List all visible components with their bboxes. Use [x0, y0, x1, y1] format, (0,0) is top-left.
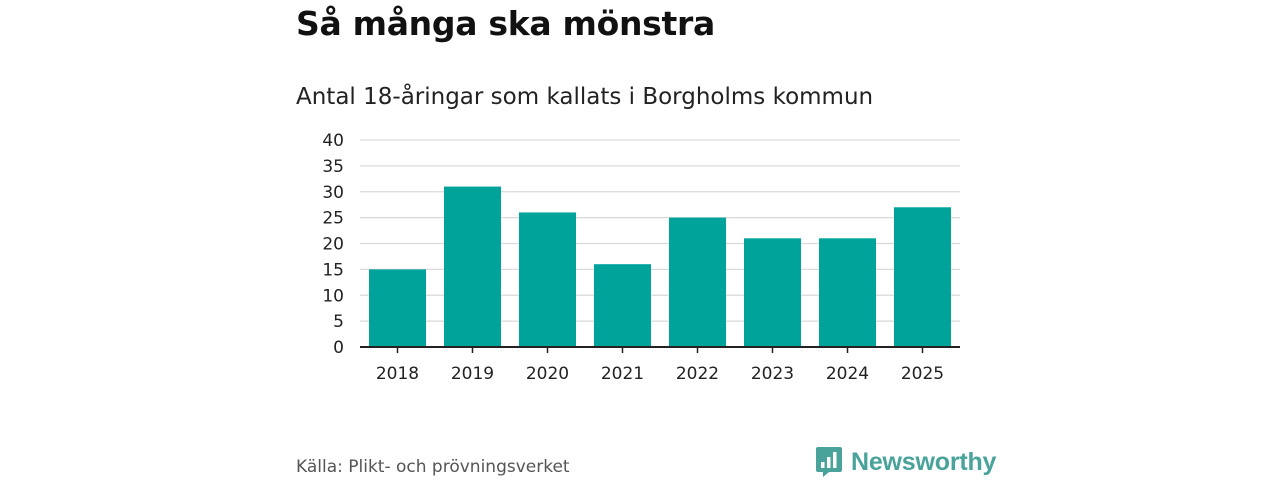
- y-tick-label: 15: [322, 260, 344, 280]
- bar: [594, 264, 651, 347]
- y-tick-label: 10: [322, 286, 344, 306]
- x-tick-label: 2023: [751, 364, 794, 384]
- newsworthy-logo-icon: [816, 447, 842, 477]
- bar: [894, 207, 951, 347]
- y-tick-label: 20: [322, 235, 344, 255]
- bar: [669, 217, 726, 347]
- bar: [819, 238, 876, 347]
- x-tick-label: 2025: [901, 364, 944, 384]
- x-tick-label: 2019: [451, 364, 494, 384]
- y-tick-label: 35: [322, 157, 344, 177]
- y-tick-label: 40: [322, 131, 344, 151]
- bar: [519, 212, 576, 347]
- x-tick-label: 2021: [601, 364, 644, 384]
- x-tick-label: 2024: [826, 364, 869, 384]
- x-tick-label: 2022: [676, 364, 719, 384]
- y-tick-label: 0: [333, 338, 344, 358]
- newsworthy-logo[interactable]: Newsworthy: [815, 446, 996, 478]
- brand-name: Newsworthy: [851, 447, 997, 476]
- chart-subtitle: Antal 18-åringar som kallats i Borgholms…: [296, 84, 874, 110]
- bar: [369, 269, 426, 347]
- bar: [744, 238, 801, 347]
- x-tick-label: 2020: [526, 364, 569, 384]
- x-tick-label: 2018: [376, 364, 419, 384]
- y-tick-label: 30: [322, 183, 344, 203]
- y-tick-label: 5: [333, 312, 344, 332]
- bar: [444, 186, 501, 347]
- source-note: Källa: Plikt- och prövningsverket: [296, 457, 570, 477]
- y-tick-label: 25: [322, 209, 344, 229]
- chart-title: Så många ska mönstra: [296, 4, 715, 43]
